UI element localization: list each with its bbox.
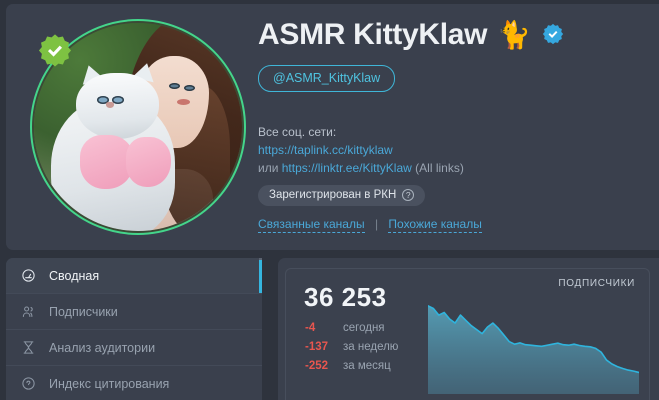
rkn-badge-label: Зарегистрирован в РКН bbox=[269, 189, 397, 201]
users-icon bbox=[22, 306, 33, 318]
mitten-left bbox=[79, 135, 134, 190]
sidebar-item-label: Анализ аудитории bbox=[49, 340, 156, 355]
subscribers-chart[interactable] bbox=[428, 300, 639, 394]
description-link-row-2: или https://linktr.ee/KittyKlaw (All lin… bbox=[258, 159, 659, 177]
sidebar-item-label: Сводная bbox=[49, 268, 100, 283]
channel-info: ASMR KittyKlaw 🐈 @ASMR_KittyKlaw Все соц… bbox=[246, 4, 659, 250]
delta-value: -252 bbox=[305, 360, 329, 372]
delta-value: -137 bbox=[305, 341, 329, 353]
stats-panel: 36 253 -4 сегодня -137 за неделю -252 за… bbox=[278, 258, 659, 400]
status-badge: Зарегистрирован в РКН ? bbox=[258, 185, 426, 206]
audience-icon bbox=[23, 341, 34, 354]
subscribers-total: 36 253 bbox=[304, 282, 387, 312]
channel-header-card: ASMR KittyKlaw 🐈 @ASMR_KittyKlaw Все соц… bbox=[6, 4, 659, 250]
avatar[interactable] bbox=[18, 13, 246, 241]
delta-list: -4 сегодня -137 за неделю -252 за месяц bbox=[305, 322, 398, 379]
delta-label: за неделю bbox=[343, 341, 399, 353]
delta-row: -4 сегодня bbox=[305, 322, 398, 334]
delta-label: сегодня bbox=[343, 322, 385, 334]
sidebar-item-label: Подписчики bbox=[49, 304, 118, 319]
sidebar-item-label: Индекс цитирования bbox=[49, 376, 170, 391]
verified-blue-badge bbox=[542, 23, 563, 45]
sidebar-item-analiz-auditorii[interactable]: Анализ аудитории bbox=[6, 330, 262, 366]
related-channels-link[interactable]: Связанные каналы bbox=[258, 217, 365, 233]
channel-handle[interactable]: @ASMR_KittyKlaw bbox=[258, 65, 396, 92]
row2-prefix: или bbox=[258, 161, 282, 175]
citation-icon bbox=[22, 377, 35, 390]
channel-description: Все соц. сети: https://taplink.cc/kittyk… bbox=[258, 123, 659, 177]
lower-section: Сводная Подписчики Анализ аудитории bbox=[6, 258, 659, 400]
cat-emoji: 🐈 bbox=[497, 19, 531, 50]
page-title: ASMR KittyKlaw bbox=[258, 18, 488, 51]
subscribers-area-chart bbox=[428, 300, 639, 394]
dashboard-icon bbox=[22, 269, 35, 282]
avatar-lips bbox=[177, 99, 191, 106]
linktree-link[interactable]: https://linktr.ee/KittyKlaw bbox=[281, 161, 412, 175]
mitten-right bbox=[125, 137, 172, 188]
similar-channels-link[interactable]: Похожие каналы bbox=[388, 217, 482, 233]
cat-head bbox=[75, 72, 159, 140]
delta-row: -137 за неделю bbox=[305, 341, 398, 353]
help-icon[interactable]: ? bbox=[402, 189, 415, 201]
description-link-row-1: https://taplink.cc/kittyklaw bbox=[258, 141, 659, 159]
subscribers-summary-card: 36 253 -4 сегодня -137 за неделю -252 за… bbox=[285, 268, 650, 400]
description-intro: Все соц. сети: bbox=[258, 125, 337, 139]
sidebar-item-indeks-citirovaniya[interactable]: Индекс цитирования bbox=[6, 366, 262, 400]
chart-title: ПОДПИСЧИКИ bbox=[558, 278, 635, 289]
links-separator: | bbox=[374, 217, 379, 231]
avatar-eye-right bbox=[184, 84, 196, 91]
sidebar: Сводная Подписчики Анализ аудитории bbox=[6, 258, 262, 400]
sidebar-item-svodnaya[interactable]: Сводная bbox=[6, 258, 262, 294]
delta-label: за месяц bbox=[343, 360, 391, 372]
title-row: ASMR KittyKlaw 🐈 bbox=[258, 18, 659, 52]
cat-eye-left bbox=[97, 95, 110, 104]
channel-links-row: Связанные каналы | Похожие каналы bbox=[258, 217, 659, 233]
delta-value: -4 bbox=[305, 322, 316, 334]
verified-green-badge bbox=[38, 34, 72, 67]
cat-eye-right bbox=[112, 95, 125, 104]
taplink-link[interactable]: https://taplink.cc/kittyklaw bbox=[258, 143, 393, 157]
row2-suffix: (All links) bbox=[411, 161, 464, 175]
avatar-eye-left bbox=[168, 82, 180, 89]
cat-nose bbox=[106, 101, 115, 108]
delta-row: -252 за месяц bbox=[305, 360, 398, 372]
sidebar-item-podpischiki[interactable]: Подписчики bbox=[6, 294, 262, 330]
